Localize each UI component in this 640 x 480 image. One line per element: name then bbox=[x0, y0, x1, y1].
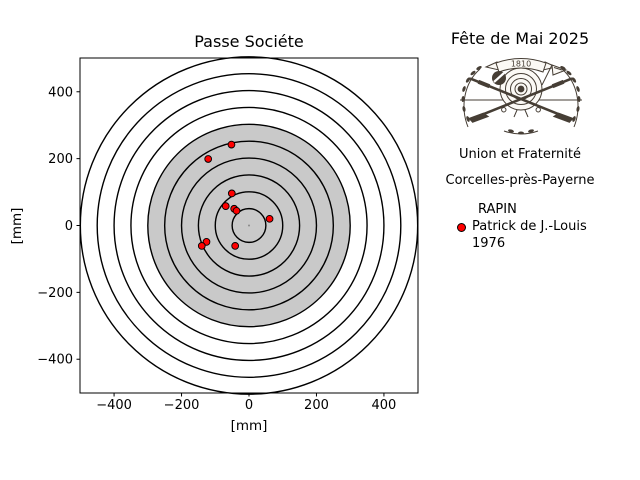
target-ring bbox=[197, 174, 301, 277]
event-title: Fête de Mai 2025 bbox=[450, 29, 590, 48]
y-tick-label: 200 bbox=[48, 152, 73, 167]
legend-entry-year: 1976 bbox=[472, 236, 506, 251]
y-tick-label: 400 bbox=[48, 85, 73, 100]
x-tick-label: 200 bbox=[304, 398, 329, 413]
shot-marker bbox=[204, 155, 213, 163]
legend-entry-name: Patrick de J.-Louis bbox=[472, 219, 587, 234]
target-ring bbox=[147, 123, 351, 328]
x-axis-label: [mm] bbox=[230, 418, 268, 434]
shot-marker bbox=[227, 189, 236, 198]
x-tick-label: 400 bbox=[372, 398, 397, 413]
shot-marker bbox=[231, 242, 240, 250]
pennant-icon bbox=[541, 64, 568, 86]
y-tick-label: −200 bbox=[37, 286, 73, 301]
ribbon-banner: 1810 bbox=[484, 58, 558, 73]
society-place: Corcelles-près-Payerne bbox=[445, 173, 595, 188]
laurel-left-icon bbox=[461, 66, 482, 128]
shot-marker bbox=[265, 214, 274, 223]
chart-title: Passe Sociéte bbox=[194, 32, 304, 51]
shot-marker bbox=[221, 202, 230, 210]
rifle-right-icon bbox=[469, 77, 574, 123]
shot-marker bbox=[227, 140, 236, 149]
society-emblem: 1810 bbox=[460, 58, 582, 135]
y-tick-label: 0 bbox=[65, 219, 73, 234]
x-tick-label: 0 bbox=[245, 398, 253, 413]
target-ring bbox=[231, 207, 267, 244]
shot-marker-icon bbox=[457, 223, 466, 232]
target-ring bbox=[96, 73, 402, 378]
target-ring bbox=[113, 89, 385, 362]
x-tick-label: −400 bbox=[96, 398, 132, 413]
cockade-icon bbox=[492, 71, 506, 85]
shot-marker bbox=[197, 242, 206, 250]
laurel-base-icon bbox=[503, 129, 539, 135]
target-ring bbox=[180, 157, 318, 294]
shot-marker bbox=[232, 206, 241, 215]
x-tick-label: −200 bbox=[164, 398, 200, 413]
target-ring bbox=[130, 106, 368, 345]
y-axis-label: [mm] bbox=[9, 207, 25, 245]
target-ring bbox=[214, 191, 284, 260]
legend-title: RAPIN bbox=[478, 202, 517, 217]
shooter-legend: RAPIN Patrick de J.-Louis 1976 bbox=[455, 202, 615, 252]
legend-entry: Patrick de J.-Louis 1976 bbox=[455, 218, 615, 252]
society-name: Union et Fraternité bbox=[459, 147, 581, 162]
target-ring bbox=[163, 140, 335, 311]
target-center-mark bbox=[248, 224, 250, 227]
y-tick-label: −400 bbox=[37, 353, 73, 368]
emblem-year-text: 1810 bbox=[511, 60, 531, 69]
